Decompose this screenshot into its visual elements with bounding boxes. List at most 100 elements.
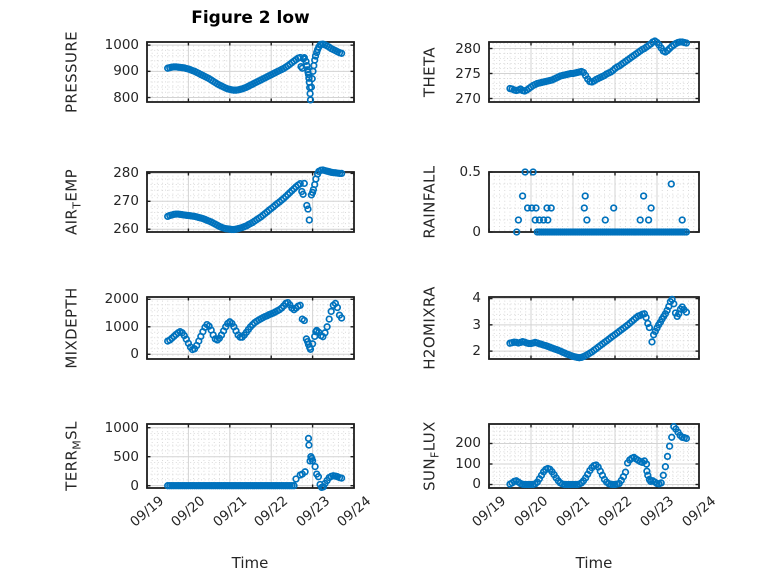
ytick-pressure-900: 900 [113,63,139,79]
subplot-SUN_FLUX [488,423,700,489]
data-point [528,204,536,212]
data-point [292,475,300,483]
data-point [668,433,676,441]
data-point [667,180,675,188]
data-point [325,315,333,323]
ylabel-sub: M [70,439,84,450]
data-point [544,216,552,224]
series-AIR_TEMP [164,166,346,234]
ylabel-sub: T [70,201,84,209]
data-point [647,204,655,212]
series-TERR_MSL [164,434,346,492]
data-point [581,192,589,200]
data-point [337,314,346,322]
data-point [314,473,323,481]
data-point [648,338,656,346]
series-RAINFALL [513,168,691,236]
data-point [682,308,691,316]
xlabel-time-left: Time [231,554,269,572]
data-point [296,180,304,188]
data-point [308,75,316,83]
data-point [303,201,311,210]
ytick-airtemp-260: 260 [113,221,139,237]
subplot-TERR_MSL [146,423,355,492]
data-point [305,74,313,82]
data-point [306,89,314,98]
data-point [311,56,319,64]
ytick-mixdepth-0: 0 [130,346,139,362]
data-point [306,96,315,104]
data-point [311,180,319,189]
ytick-pressure-800: 800 [113,90,139,106]
data-point [539,216,548,224]
data-point [682,228,691,236]
data-point [601,216,609,224]
ylabel-text: PRESSURE [62,30,81,114]
ytick-theta-275: 275 [455,66,481,82]
data-point [513,228,521,236]
data-point [304,434,313,443]
data-point [535,216,544,224]
ytick-theta-280: 280 [455,41,481,57]
data-point [642,460,651,468]
data-point [308,340,317,348]
ytick-mixdepth-2000: 2000 [104,291,139,307]
data-point [682,434,691,443]
data-point [644,319,652,328]
data-point [521,168,529,176]
data-point [663,452,672,461]
data-point [645,323,654,332]
ytick-rainfall-05: 0.5 [459,164,481,180]
ylabel-text: TERR [62,449,81,491]
data-point [300,179,308,188]
data-point [532,204,540,212]
ytick-airtemp-270: 270 [113,193,139,209]
data-point [311,52,320,60]
ytick-h2o-4: 4 [472,290,481,306]
data-point [304,205,312,213]
ytick-sun-100: 100 [455,456,481,472]
ylabel-text: MIXDEPTH [62,287,81,369]
ytick-airtemp-280: 280 [113,165,139,181]
ylabel-terr-msl: TERRMSL [63,421,84,491]
ylabel-text: EMP [62,168,81,202]
ytick-terr-0: 0 [130,478,139,494]
data-point [333,303,342,312]
data-point [621,468,630,476]
data-point [678,216,686,224]
data-point [300,54,308,62]
ylabel-text: AIR [62,208,81,236]
data-point [644,216,653,224]
ylabel-pressure: PRESSURE [63,31,84,113]
series-PRESSURE [164,40,346,104]
data-point [580,204,588,212]
data-point [327,307,335,316]
data-point [661,463,670,471]
data-point [301,468,309,476]
data-point [531,216,539,224]
data-point [659,471,667,479]
data-point [321,329,329,337]
data-point [610,204,618,212]
data-point [323,323,331,331]
ytick-terr-1000: 1000 [104,420,139,436]
series-THETA [506,37,691,95]
data-point [547,204,555,212]
xlabel-time-right: Time [575,554,613,572]
data-point [682,39,691,47]
data-point [583,216,591,224]
ytick-theta-270: 270 [455,91,481,107]
ylabel-mixdepth: MIXDEPTH [63,287,84,368]
data-point [670,300,678,308]
series-H2OMIXRA [506,295,691,362]
series-SUN_FLUX [506,423,691,489]
data-point [302,57,310,66]
data-point [305,216,313,224]
data-point [290,482,298,490]
data-point [657,479,665,487]
data-point [639,192,648,200]
data-point [299,190,307,198]
data-point [308,457,317,465]
